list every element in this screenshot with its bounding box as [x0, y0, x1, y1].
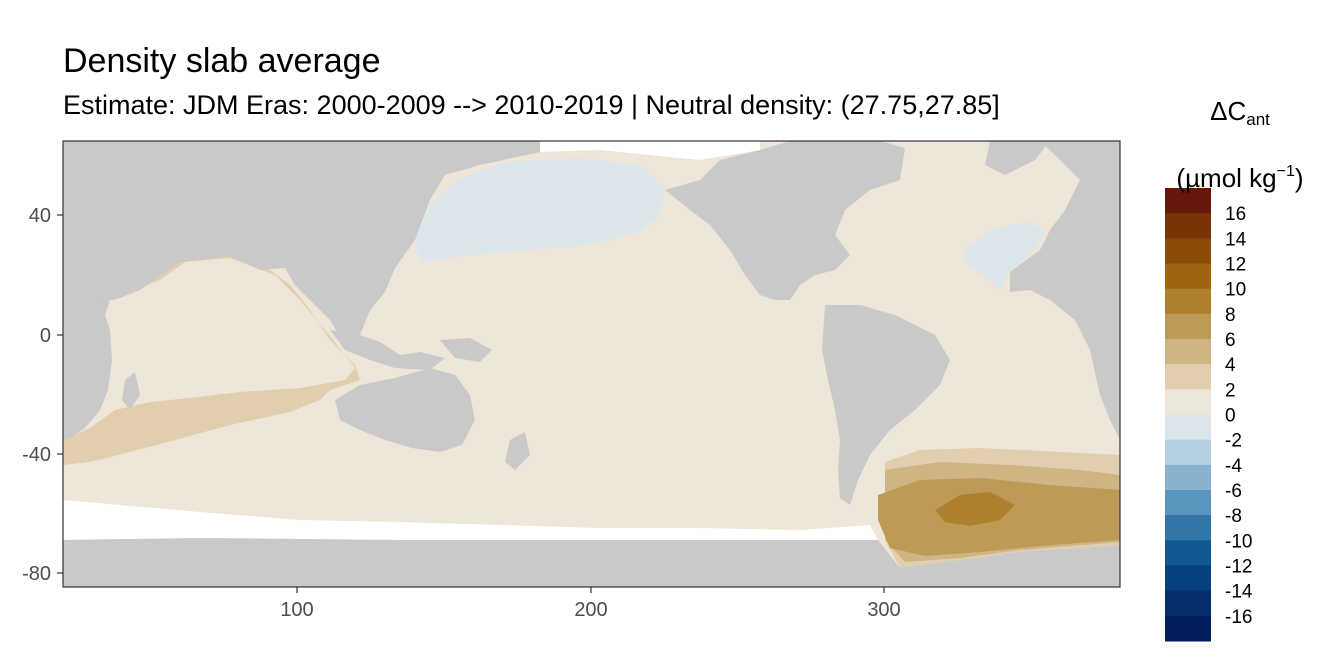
- legend-labels: 16 14 12 10 8 6 4 2 0 -2 -4 -6 -8 -10 -12 -14 -16: [1225, 204, 1253, 628]
- africa-landmass: [63, 290, 112, 440]
- land-layer: [63, 141, 1120, 587]
- legend-label: 0: [1225, 406, 1236, 427]
- legend-unit-close: ): [1294, 163, 1304, 193]
- legend-label: -16: [1225, 607, 1252, 628]
- south-atlantic-8-10: [935, 492, 1015, 526]
- legend-label: -2: [1225, 431, 1242, 452]
- north-pacific-negative: [415, 158, 665, 262]
- southern-ocean-gap: [63, 500, 878, 540]
- legend-label: 4: [1225, 355, 1236, 376]
- new-zealand: [505, 432, 530, 470]
- legend-colorbar: [1165, 188, 1211, 642]
- south-america-landmass: [822, 305, 950, 505]
- legend-swatch: [1165, 238, 1211, 264]
- greenland: [985, 141, 1050, 175]
- australia-landmass: [335, 368, 475, 452]
- x-tick-label: 200: [574, 599, 607, 621]
- north-america-landmass: [665, 141, 905, 300]
- legend-swatch: [1165, 490, 1211, 516]
- legend-unit: (µmol kg: [1176, 163, 1277, 193]
- legend-label: -12: [1225, 557, 1252, 578]
- legend-swatch: [1165, 464, 1211, 491]
- legend-swatch: [1165, 389, 1211, 415]
- legend-swatch: [1165, 439, 1211, 466]
- legend-swatch: [1165, 414, 1211, 441]
- legend-swatch: [1165, 313, 1211, 340]
- y-tick-label: 40: [29, 205, 51, 227]
- legend-label: 14: [1225, 229, 1247, 250]
- x-tick-label: 100: [280, 599, 313, 621]
- map-subtitle: Estimate: JDM Eras: 2000-2009 --> 2010-2…: [63, 90, 1000, 120]
- no-data-gaps: [63, 141, 878, 540]
- arctic-gap: [540, 141, 760, 160]
- map-title: Density slab average: [63, 42, 381, 80]
- legend-label: 12: [1225, 255, 1246, 276]
- legend-swatch: [1165, 590, 1211, 617]
- legend-swatch: [1165, 515, 1211, 541]
- legend-title: ΔCant (µmol kg−1): [1150, 85, 1330, 204]
- madagascar: [122, 372, 140, 410]
- y-tick-label: 0: [40, 325, 51, 347]
- legend-label: -14: [1225, 582, 1253, 603]
- legend-swatch: [1165, 188, 1211, 214]
- legend-label: 16: [1225, 204, 1246, 225]
- y-tick-label: -80: [22, 563, 51, 585]
- legend-label: -4: [1225, 456, 1242, 477]
- y-tick-label: -40: [22, 444, 51, 466]
- legend-label: -6: [1225, 481, 1242, 502]
- legend-label: 6: [1225, 330, 1236, 351]
- legend-swatch: [1165, 615, 1211, 642]
- legend-unit-exponent: −1: [1276, 163, 1295, 180]
- legend-swatch: [1165, 540, 1211, 566]
- antarctica-landmass: [63, 538, 1120, 587]
- legend-label: 10: [1225, 280, 1246, 301]
- legend-label: 2: [1225, 380, 1236, 401]
- legend-swatch: [1165, 288, 1211, 315]
- legend-symbol-subscript: ant: [1246, 110, 1270, 129]
- north-atlantic-negative: [965, 222, 1045, 290]
- maritime-continent: [330, 330, 445, 370]
- europe-africa-east: [1010, 141, 1120, 440]
- x-tick-label: 300: [867, 599, 900, 621]
- new-guinea: [440, 338, 492, 362]
- legend-label: -10: [1225, 531, 1252, 552]
- indian-ocean-west: [63, 405, 160, 465]
- legend-swatch: [1165, 213, 1211, 239]
- eurasia-landmass: [63, 141, 540, 432]
- legend-swatch: [1165, 263, 1211, 290]
- y-axis: 40 0 -40 -80: [22, 205, 63, 585]
- legend-label: -8: [1225, 506, 1242, 527]
- legend-symbol: ΔC: [1210, 96, 1247, 126]
- legend-swatch: [1165, 339, 1211, 365]
- legend-label: 8: [1225, 305, 1236, 326]
- x-axis: 100 200 300: [280, 587, 901, 621]
- legend-swatch: [1165, 364, 1211, 390]
- legend-swatch: [1165, 565, 1211, 592]
